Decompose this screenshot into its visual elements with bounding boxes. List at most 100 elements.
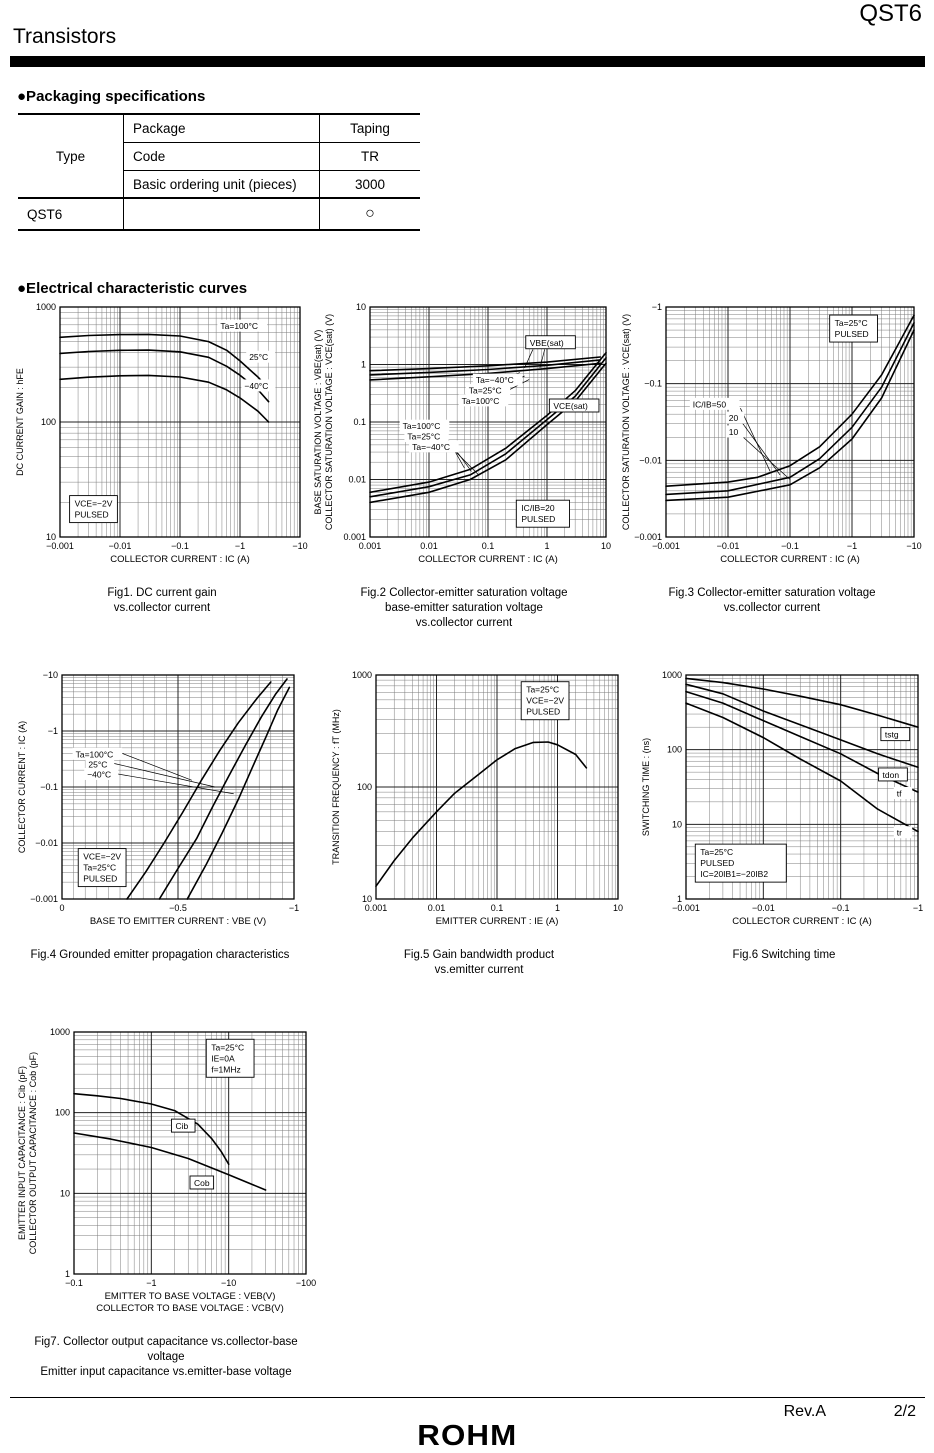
header-rule xyxy=(10,56,925,67)
svg-text:IE=0A: IE=0A xyxy=(211,1053,235,1063)
svg-text:0: 0 xyxy=(59,903,64,913)
svg-text:COLLECTOR OUTPUT CAPACITANCE :: COLLECTOR OUTPUT CAPACITANCE : Cob (pF) xyxy=(28,1052,38,1254)
svg-text:SWITCHING TIME : (ns): SWITCHING TIME : (ns) xyxy=(641,738,651,836)
svg-text:PULSED: PULSED xyxy=(700,858,734,868)
fig3-collector-saturation: Ta=25°C PULSED IC/IB=50 20 10 −0.001 −0.01 −0.1… xyxy=(620,299,924,616)
svg-text:COLLECTOR CURRENT : IC (A): COLLECTOR CURRENT : IC (A) xyxy=(17,721,27,853)
page-title: Transistors xyxy=(13,25,117,48)
svg-text:tf: tf xyxy=(897,789,902,799)
svg-text:100: 100 xyxy=(357,782,372,792)
svg-text:f=1MHz: f=1MHz xyxy=(211,1064,241,1074)
electrical-heading: ●Electrical characteristic curves xyxy=(17,280,248,297)
svg-text:0.1: 0.1 xyxy=(491,903,504,913)
fig1-dc-current-gain: VCE=−2V PULSED Ta=100°C 25°C −40°C −0.001 −0.0… xyxy=(14,299,310,616)
svg-text:100: 100 xyxy=(667,745,682,755)
packaging-table: Type Package Taping Code TR Basic orderi… xyxy=(18,113,420,231)
fig4-chart: VCE=−2V Ta=25°C PULSED Ta=100°C 25°C −40°C 0 −0… xyxy=(16,667,304,934)
svg-text:PULSED: PULSED xyxy=(521,514,555,524)
svg-text:Ta=25°C: Ta=25°C xyxy=(83,863,116,873)
svg-text:0.1: 0.1 xyxy=(482,541,495,551)
svg-text:−0.01: −0.01 xyxy=(752,903,775,913)
svg-text:tr: tr xyxy=(897,828,902,838)
fig6-switching-time: Ta=25°C PULSED IC=20IB1=−20IB2 tstg tdon tf tr… xyxy=(640,667,928,963)
svg-text:VCE=−2V: VCE=−2V xyxy=(75,499,113,509)
svg-text:−1: −1 xyxy=(146,1278,156,1288)
table-cell-ordering-unit: Basic ordering unit (pieces) xyxy=(123,171,320,199)
fig5-gain-bandwidth: Ta=25°C VCE=−2V PULSED 0.001 0.01 0.1 1 10 10 100… xyxy=(330,667,628,978)
svg-text:PULSED: PULSED xyxy=(526,707,560,717)
svg-text:0.001: 0.001 xyxy=(343,532,366,542)
fig2-chart: IC/IB=20 PULSED VBE(sat) Ta=−40°C Ta=25°C Ta=… xyxy=(312,299,616,572)
svg-text:−0.001: −0.001 xyxy=(634,532,662,542)
svg-text:10: 10 xyxy=(60,1188,70,1198)
svg-text:−1: −1 xyxy=(847,541,857,551)
svg-text:PULSED: PULSED xyxy=(835,329,869,339)
svg-text:TRANSITION FREQUENCY : fT (MHz: TRANSITION FREQUENCY : fT (MHz) xyxy=(331,709,341,865)
svg-text:100: 100 xyxy=(41,417,56,427)
svg-text:IC/IB=20: IC/IB=20 xyxy=(521,503,555,513)
svg-text:Ta=25°C: Ta=25°C xyxy=(526,685,559,695)
svg-text:1: 1 xyxy=(677,894,682,904)
svg-text:−0.1: −0.1 xyxy=(644,379,662,389)
fig2-caption: Fig.2 Collector-emitter saturation volta… xyxy=(360,587,568,629)
svg-text:1: 1 xyxy=(544,541,549,551)
svg-text:−0.001: −0.001 xyxy=(30,894,58,904)
svg-text:Ta=100°C: Ta=100°C xyxy=(220,321,258,331)
table-cell-taping-mark: ○ xyxy=(365,205,375,222)
svg-text:Ta=100°C: Ta=100°C xyxy=(403,421,441,431)
svg-text:Ta=−40°C: Ta=−40°C xyxy=(412,442,450,452)
table-cell-quantity: 3000 xyxy=(320,171,420,199)
svg-text:Ta=25°C: Ta=25°C xyxy=(469,386,502,396)
svg-text:0.01: 0.01 xyxy=(348,475,366,485)
svg-text:−100: −100 xyxy=(296,1278,316,1288)
svg-text:−0.001: −0.001 xyxy=(652,541,680,551)
svg-text:1000: 1000 xyxy=(50,1027,70,1037)
svg-text:−0.1: −0.1 xyxy=(65,1278,83,1288)
svg-text:100: 100 xyxy=(55,1108,70,1118)
svg-text:0.001: 0.001 xyxy=(359,541,382,551)
svg-text:Ta=−40°C: Ta=−40°C xyxy=(476,375,514,385)
fig4-caption: Fig.4 Grounded emitter propagation chara… xyxy=(30,949,290,961)
table-cell-tr: TR xyxy=(320,143,420,171)
svg-text:−1: −1 xyxy=(235,541,245,551)
fig2-saturation-voltage: IC/IB=20 PULSED VBE(sat) Ta=−40°C Ta=25°C Ta=… xyxy=(312,299,616,631)
svg-text:−0.1: −0.1 xyxy=(781,541,799,551)
fig6-chart: Ta=25°C PULSED IC=20IB1=−20IB2 tstg tdon tf tr… xyxy=(640,667,928,934)
svg-text:BASE SATURATION VOLTAGE : VBE(: BASE SATURATION VOLTAGE : VBE(sat) (V) xyxy=(313,330,323,515)
revision-label: Rev.A xyxy=(783,1403,826,1420)
svg-text:IC/IB=50: IC/IB=50 xyxy=(693,399,727,409)
svg-text:Cib: Cib xyxy=(175,1121,188,1131)
svg-text:COLLECTOR CURRENT : IC (A): COLLECTOR CURRENT : IC (A) xyxy=(418,554,558,565)
svg-text:−0.01: −0.01 xyxy=(109,541,132,551)
svg-text:−10: −10 xyxy=(292,541,307,551)
part-number: QST6 xyxy=(859,0,922,27)
svg-text:1: 1 xyxy=(361,360,366,370)
svg-text:10: 10 xyxy=(46,532,56,542)
logo-wrap: ROHM xyxy=(0,1420,934,1453)
svg-text:1000: 1000 xyxy=(36,302,56,312)
fig3-caption: Fig.3 Collector-emitter saturation volta… xyxy=(668,587,876,614)
svg-text:25°C: 25°C xyxy=(88,759,107,769)
table-cell-code: Code xyxy=(123,143,320,171)
fig3-chart: Ta=25°C PULSED IC/IB=50 20 10 −0.001 −0.01 −0.1… xyxy=(620,299,924,572)
svg-text:−10: −10 xyxy=(43,670,58,680)
svg-text:−40°C: −40°C xyxy=(244,381,268,391)
svg-text:VCE(sat): VCE(sat) xyxy=(553,401,588,411)
table-cell-empty xyxy=(123,199,320,229)
svg-text:0.01: 0.01 xyxy=(428,903,446,913)
svg-text:VBE(sat): VBE(sat) xyxy=(530,338,564,348)
fig1-caption: Fig1. DC current gain vs.collector curre… xyxy=(107,587,217,614)
rohm-logo: ROHM xyxy=(416,1420,518,1452)
fig6-caption: Fig.6 Switching time xyxy=(732,949,836,961)
table-cell-part-name: QST6 xyxy=(27,206,63,222)
svg-text:Ta=25°C: Ta=25°C xyxy=(700,847,733,857)
svg-text:10: 10 xyxy=(729,427,739,437)
svg-text:COLLECTOR SATURATION VOLTAGE :: COLLECTOR SATURATION VOLTAGE : VCE(sat) … xyxy=(621,314,631,530)
fig5-chart: Ta=25°C VCE=−2V PULSED 0.001 0.01 0.1 1 10 10 100… xyxy=(330,667,628,934)
svg-text:1: 1 xyxy=(65,1269,70,1279)
svg-text:VCE=−2V: VCE=−2V xyxy=(83,852,121,862)
svg-text:−0.001: −0.001 xyxy=(672,903,700,913)
svg-text:−0.001: −0.001 xyxy=(46,541,74,551)
svg-text:EMITTER CURRENT : IE (A): EMITTER CURRENT : IE (A) xyxy=(436,916,559,927)
